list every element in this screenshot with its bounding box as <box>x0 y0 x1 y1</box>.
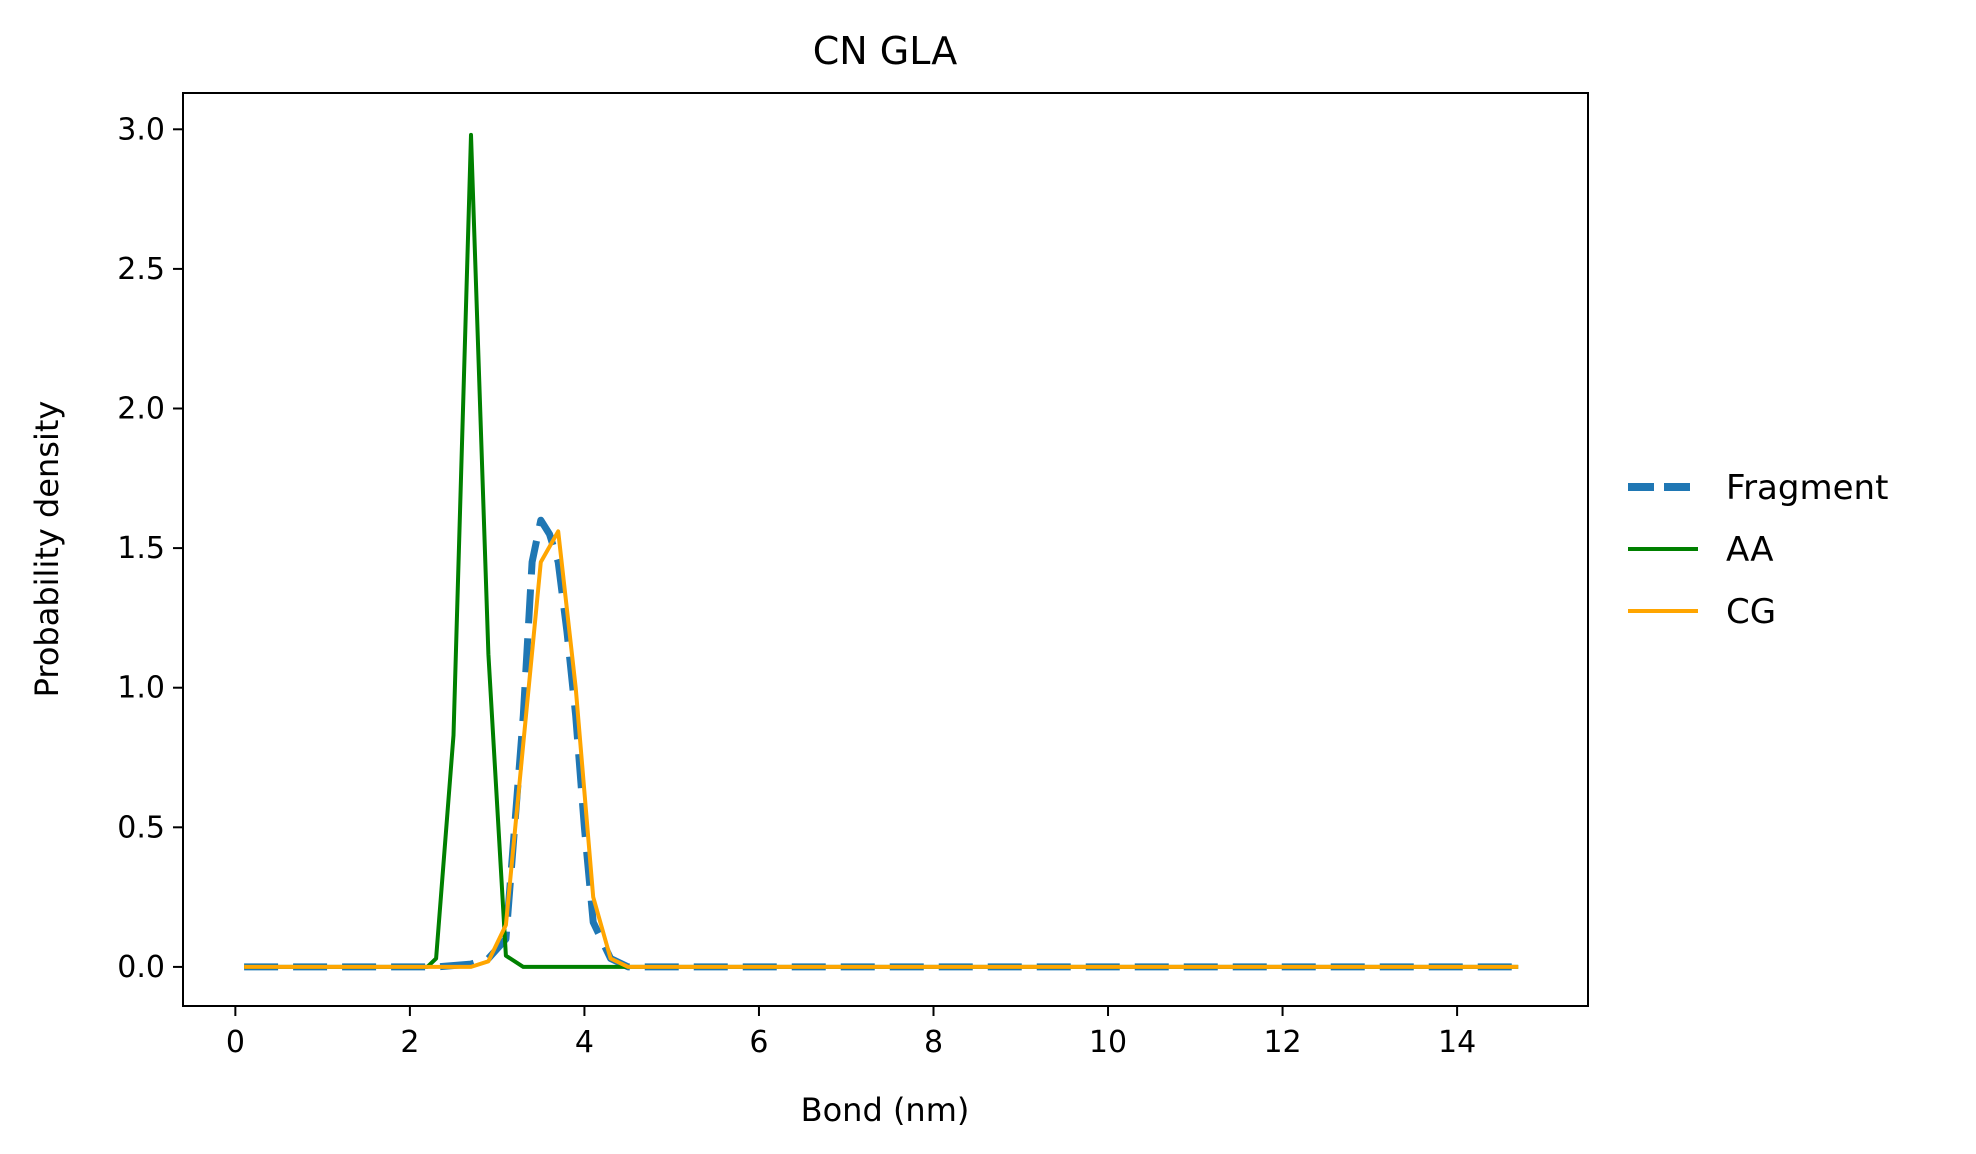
y-tick-label: 2.5 <box>117 252 165 287</box>
x-axis: 0 2 4 6 8 10 12 14 <box>226 1006 1476 1060</box>
y-tick-label: 0.5 <box>117 810 165 845</box>
series-line-cg <box>244 529 1519 969</box>
legend-label-cg: CG <box>1726 592 1776 632</box>
x-tick-label: 0 <box>226 1025 245 1060</box>
x-tick-label: 14 <box>1438 1025 1476 1060</box>
x-tick-label: 12 <box>1263 1025 1301 1060</box>
y-axis-title: Probability density <box>28 401 66 698</box>
y-tick-label: 3.0 <box>117 112 165 147</box>
y-tick-label: 1.5 <box>117 531 165 566</box>
legend: Fragment AA CG <box>1628 468 1888 632</box>
x-tick-label: 2 <box>400 1025 419 1060</box>
y-tick-label: 2.0 <box>117 392 165 427</box>
legend-label-fragment: Fragment <box>1726 468 1888 508</box>
x-tick-label: 10 <box>1089 1025 1127 1060</box>
y-axis: 0.0 0.5 1.0 1.5 2.0 2.5 3.0 <box>117 112 183 985</box>
chart-title: CN GLA <box>813 29 958 73</box>
x-tick-label: 8 <box>924 1025 943 1060</box>
series-layer <box>244 132 1519 971</box>
plot-area <box>244 132 1519 971</box>
x-tick-label: 4 <box>575 1025 594 1060</box>
plot-frame <box>182 92 1589 1007</box>
x-axis-title: Bond (nm) <box>801 1091 970 1129</box>
x-tick-label: 6 <box>749 1025 768 1060</box>
y-tick-label: 1.0 <box>117 671 165 706</box>
y-tick-label: 0.0 <box>117 950 165 985</box>
legend-label-aa: AA <box>1726 530 1773 570</box>
